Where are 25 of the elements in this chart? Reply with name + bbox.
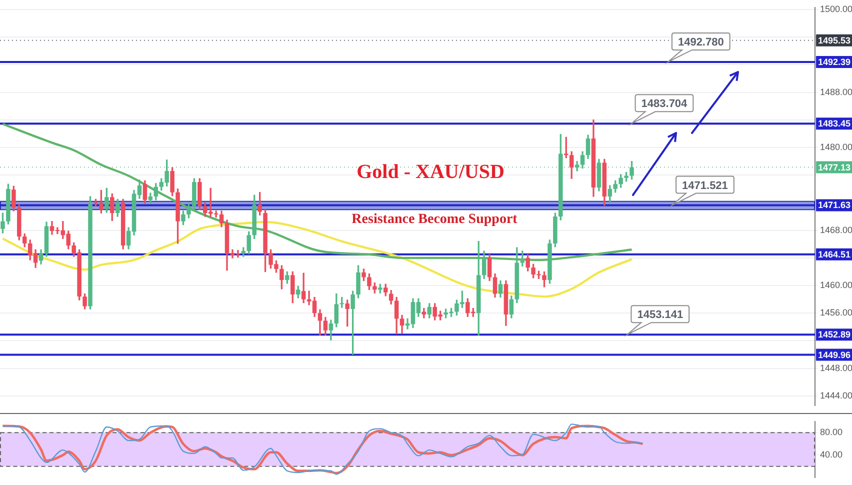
ref-line-label: 1449.96	[818, 350, 851, 360]
ref-line-label: 1464.51	[818, 249, 851, 260]
y-tick-label: 80.00	[820, 427, 843, 438]
y-tick-label: 1456.00	[820, 308, 852, 318]
y-tick-label: 1480.00	[820, 142, 852, 152]
ref-line-label: 1495.53	[818, 35, 851, 46]
ref-line-label: 1492.39	[818, 56, 851, 67]
y-tick-label: 1444.00	[820, 390, 852, 400]
ref-line-label: 1483.45	[818, 118, 851, 129]
annotation: 1453.141	[637, 309, 684, 322]
y-tick-label: 1488.00	[820, 86, 852, 97]
y-tick-label: 40.00	[820, 450, 843, 460]
y-tick-label: 1500.00	[820, 4, 852, 14]
y-tick-label: 1448.00	[820, 362, 852, 373]
ref-line-label: 1477.13	[818, 162, 851, 172]
line-series	[2, 122, 633, 262]
band-label: Resistance Become Support	[352, 212, 518, 228]
annotation: 1483.704	[641, 98, 688, 110]
y-tick-label: 1460.00	[820, 280, 852, 290]
text: Gold - XAU/USD	[356, 160, 504, 184]
annotation: 1492.780	[678, 36, 724, 49]
annotation: 1471.521	[682, 180, 728, 192]
y-tick-label: 1468.00	[820, 224, 852, 235]
ref-line-label: 1471.63	[818, 200, 851, 210]
ref-line-label: 1452.89	[818, 330, 851, 340]
